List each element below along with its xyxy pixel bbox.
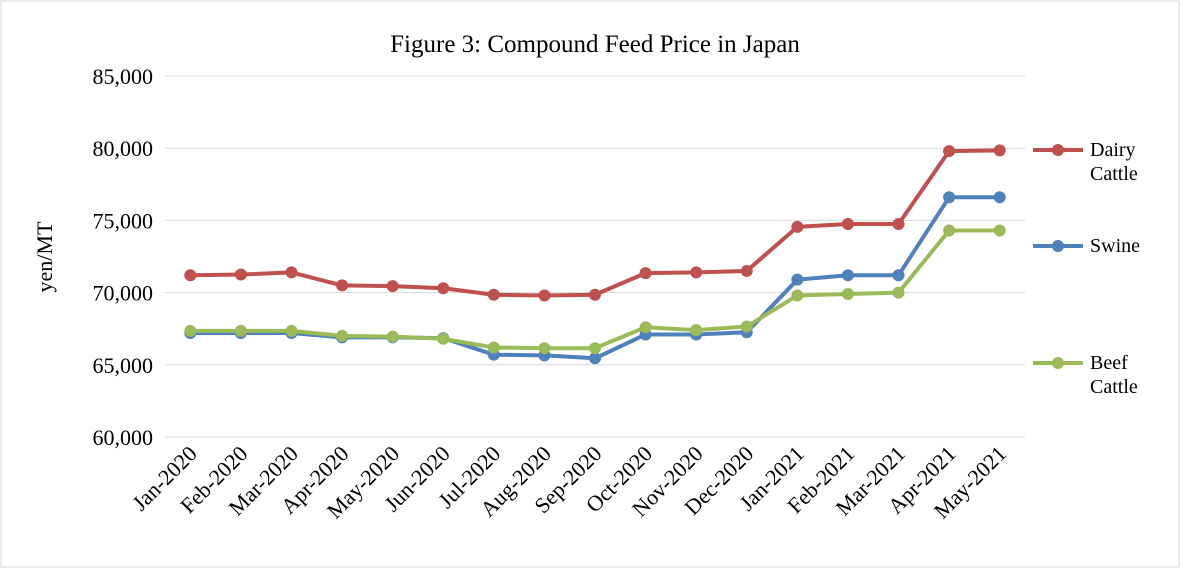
data-point <box>285 324 298 337</box>
data-point <box>234 324 247 337</box>
y-tick-label: 70,000 <box>93 281 154 306</box>
data-point <box>639 321 652 334</box>
data-point <box>993 144 1006 157</box>
data-point <box>943 145 956 158</box>
y-axis-label: yen/MT <box>32 221 57 292</box>
data-point <box>993 224 1006 237</box>
data-point <box>791 289 804 302</box>
data-point <box>336 279 349 292</box>
data-point <box>487 341 500 354</box>
data-point <box>892 218 905 231</box>
data-point <box>841 288 854 301</box>
y-tick-label: 60,000 <box>93 425 154 450</box>
data-point <box>538 342 551 355</box>
data-point <box>234 268 247 281</box>
y-tick-label: 75,000 <box>93 208 154 233</box>
data-point <box>740 320 753 333</box>
y-tick-label: 65,000 <box>93 353 154 378</box>
legend-label: Dairy Cattle <box>1090 139 1138 185</box>
data-point <box>184 324 197 337</box>
data-point <box>993 191 1006 204</box>
data-point <box>589 288 601 301</box>
data-point <box>639 267 652 280</box>
data-point <box>184 269 197 282</box>
data-point <box>841 218 854 231</box>
data-point <box>538 289 551 302</box>
data-point <box>791 220 804 233</box>
data-point <box>892 269 905 282</box>
data-point <box>336 329 349 342</box>
y-tick-label: 85,000 <box>93 64 154 89</box>
data-point <box>791 273 804 286</box>
y-tick-label: 80,000 <box>93 136 154 161</box>
data-point <box>589 342 601 355</box>
legend-label: Beef Cattle <box>1090 352 1138 398</box>
data-point <box>892 286 905 299</box>
data-point <box>386 280 399 293</box>
data-point <box>487 288 500 301</box>
data-point <box>841 269 854 282</box>
legend-label: Swine <box>1090 235 1140 257</box>
legend-marker <box>1052 357 1064 369</box>
data-point <box>386 330 399 343</box>
data-point <box>589 352 601 365</box>
data-point <box>690 324 703 337</box>
data-point <box>285 266 298 279</box>
legend-marker <box>1052 240 1064 252</box>
data-point <box>943 191 956 204</box>
data-point <box>690 266 703 279</box>
chart-title: Figure 3: Compound Feed Price in Japan <box>390 31 800 58</box>
data-point <box>740 264 753 277</box>
data-point <box>437 282 450 295</box>
data-point <box>437 332 450 345</box>
data-point <box>943 224 956 237</box>
legend-marker <box>1052 144 1064 156</box>
